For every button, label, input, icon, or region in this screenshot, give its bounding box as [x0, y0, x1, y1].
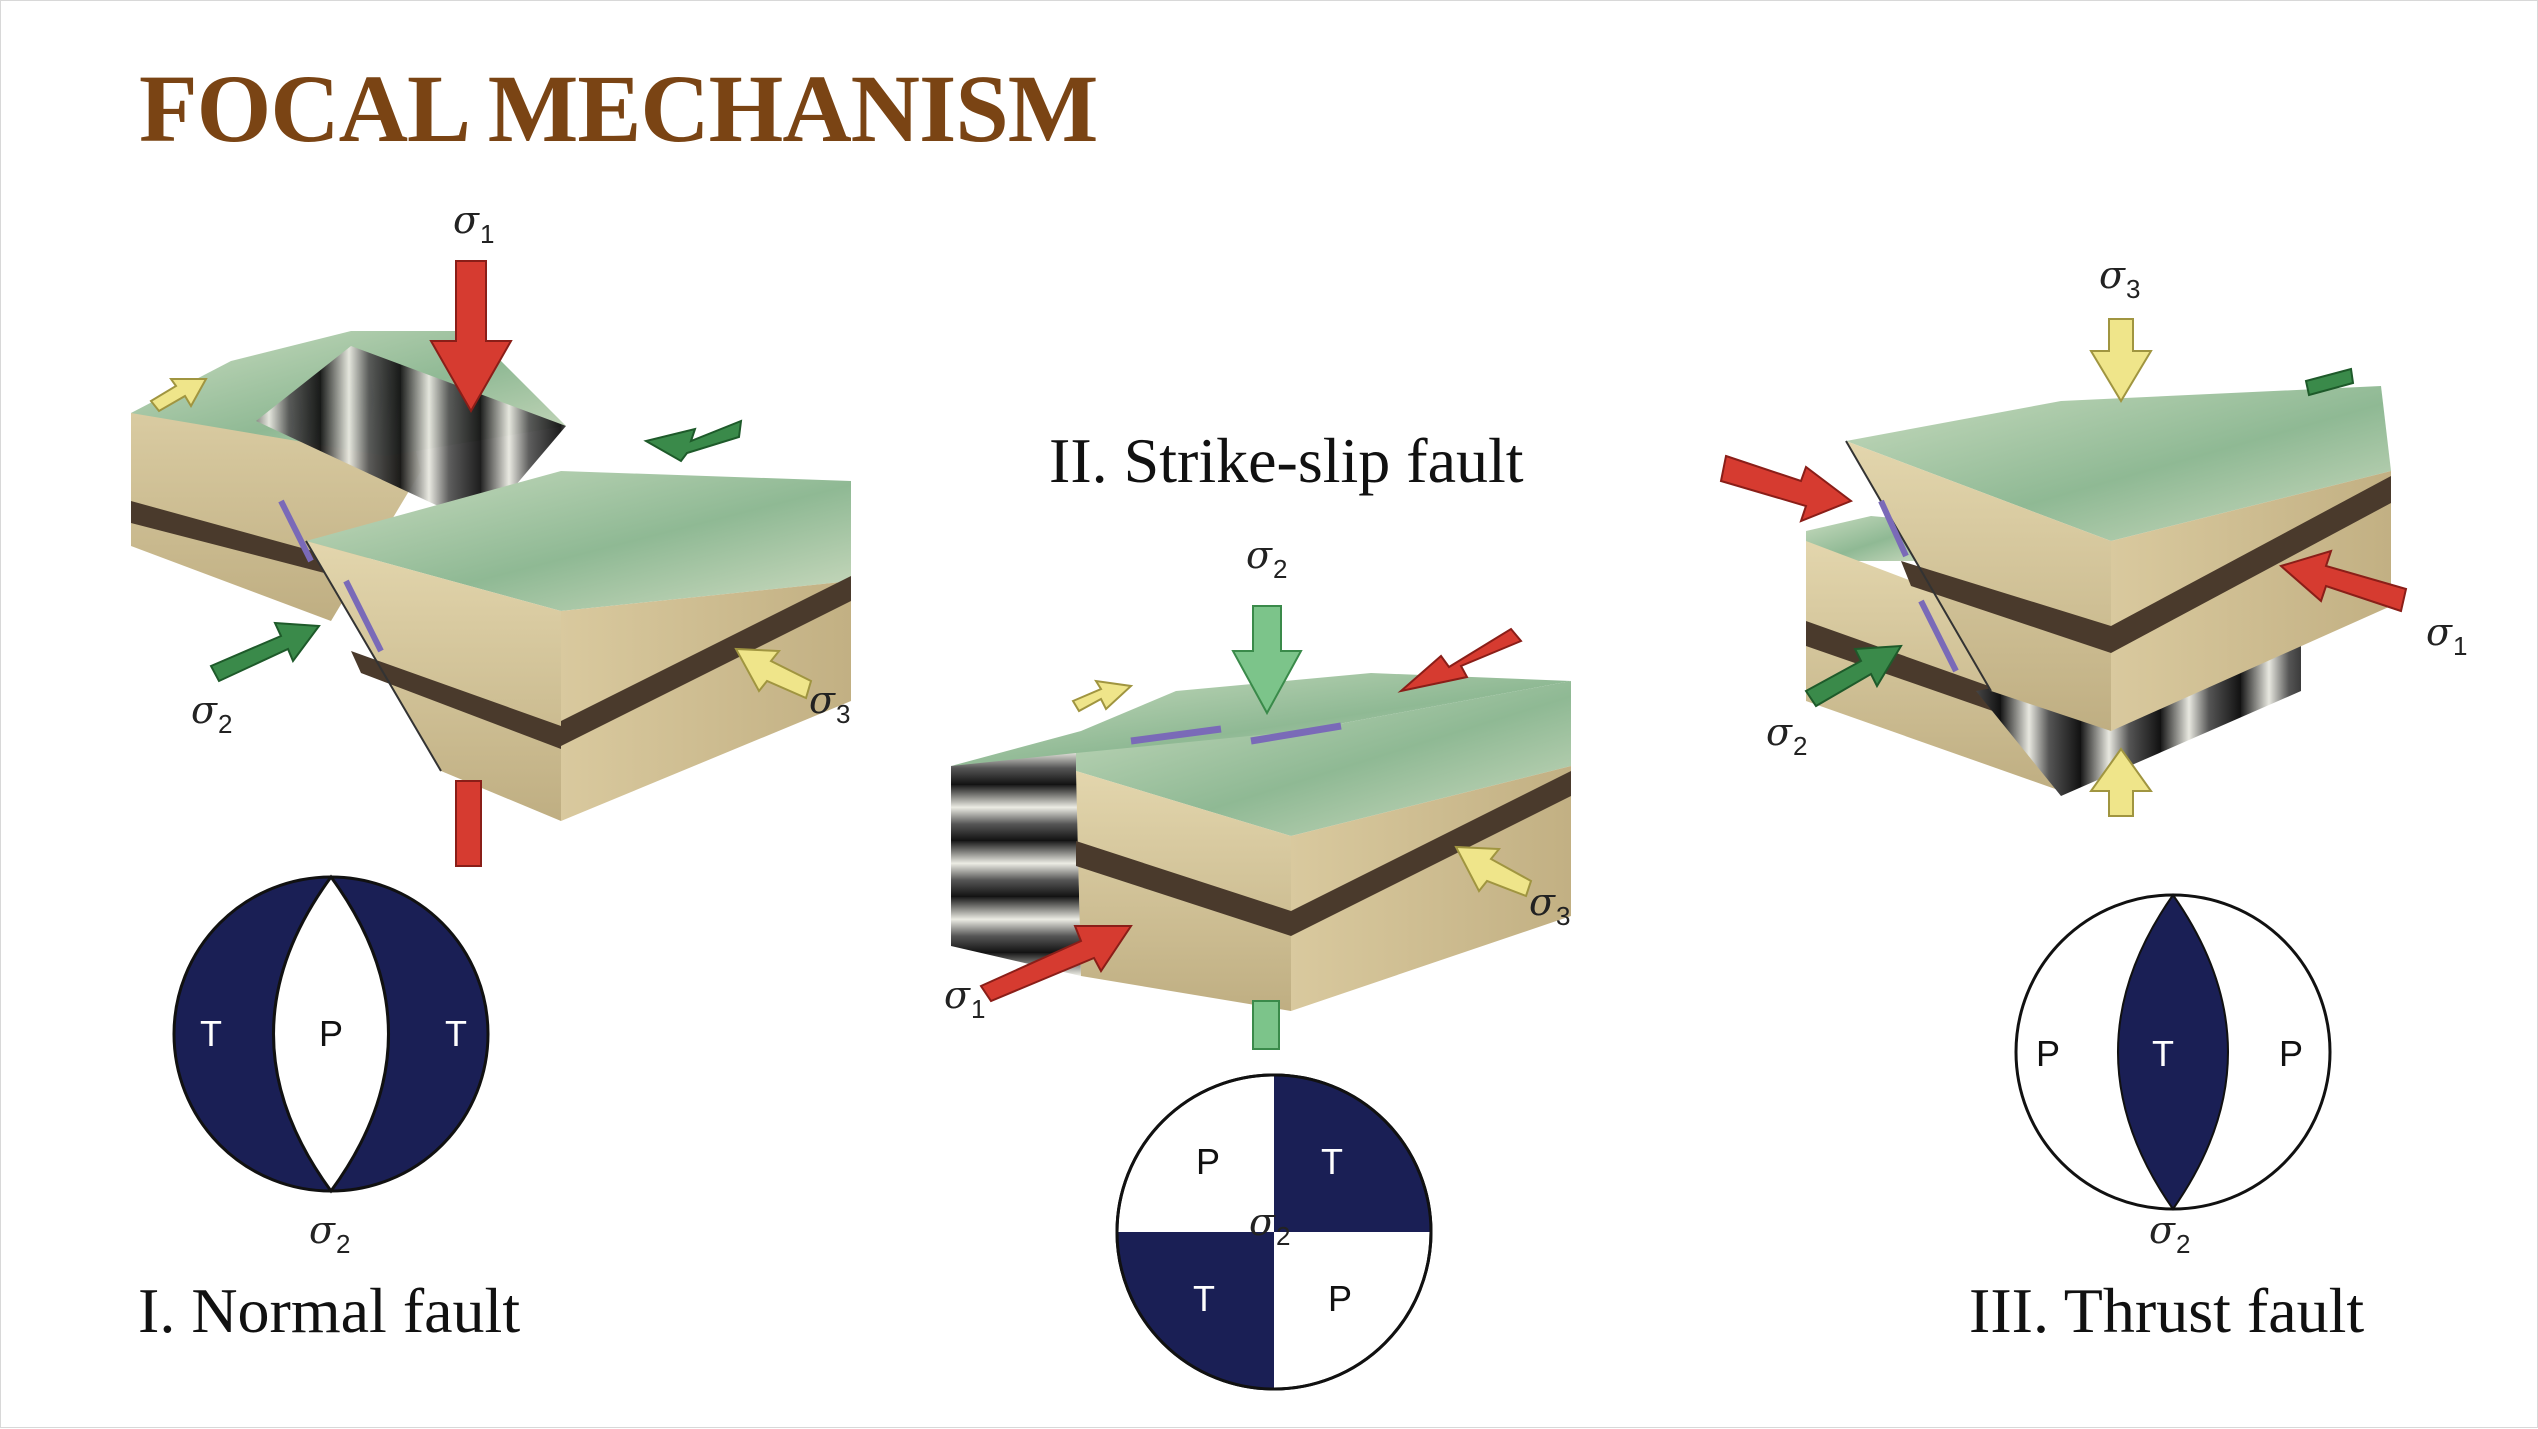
strikeslip-stripe-front — [1076, 841, 1291, 936]
strikeslip-sigma2-arrow-bottom — [1252, 1000, 1280, 1050]
strikeslip-sigma3-arrow-back — [1071, 679, 1134, 713]
thrust-sigma3-arrow-bottom — [2089, 747, 2153, 817]
normal-sigma3-arrow-back — [149, 378, 208, 413]
thrust-sigma2-arrow — [1804, 644, 1903, 708]
normal-beachball-right-label: T — [445, 1013, 467, 1054]
normal-footwall-stripe — [131, 501, 336, 576]
strikeslip-stripe-side — [1291, 771, 1571, 936]
normal-sigma2-label: σ2 — [191, 688, 233, 739]
normal-sigma2-arrow-back — [643, 419, 743, 463]
thrust-slip-arrow-down — [1918, 599, 1959, 673]
thrust-lower-front — [1806, 541, 2061, 791]
normal-sigma1-arrow-bottom — [455, 780, 482, 867]
normal-fault-label: I. Normal fault — [138, 1275, 521, 1346]
thrust-hangingwall-top — [1846, 386, 2391, 541]
strikeslip-beachball-br-label: P — [1327, 1278, 1353, 1319]
thrust-slip-arrow-up — [1878, 499, 1909, 558]
normal-beachball — [172, 874, 490, 1194]
thrust-sigma1-arrow-right — [2278, 549, 2408, 613]
strikeslip-beachball-tr-label: T — [1321, 1141, 1343, 1182]
normal-fault-block — [131, 260, 851, 867]
thrust-fault-block — [1719, 318, 2408, 817]
strikeslip-beachball-quadrant-ne — [1274, 1075, 1431, 1232]
normal-beachball-center-label: P — [318, 1013, 344, 1054]
strikeslip-sigma1-arrow-back — [1397, 627, 1523, 693]
normal-hangingwall-stripe-front — [351, 651, 561, 749]
thrust-beachball-center-label: T — [2152, 1033, 2174, 1074]
slide-title: FOCAL MECHANISM — [139, 55, 1098, 162]
thrust-sigma1-label: σ1 — [2426, 610, 2468, 661]
normal-sigma1-arrow — [429, 260, 513, 414]
normal-sigma3-arrow — [734, 647, 813, 700]
normal-fault-scarp — [256, 346, 566, 526]
strikeslip-beachball-tl-label: P — [1195, 1141, 1221, 1182]
normal-beachball-lens — [272, 874, 390, 1194]
strikeslip-beachball-bl-label: T — [1193, 1278, 1215, 1319]
thrust-beachball-sigma2-label: σ2 — [2149, 1208, 2191, 1259]
thrust-sigma3-label: σ3 — [2099, 253, 2141, 304]
normal-slip-arrow-up — [278, 499, 314, 563]
strikeslip-sigma2-label: σ2 — [1246, 533, 1288, 584]
strikeslip-sigma1-arrow — [979, 925, 1133, 1003]
normal-hangingwall-side — [561, 581, 851, 821]
thrust-beachball-lens — [2117, 893, 2229, 1211]
normal-sigma3-label: σ3 — [809, 678, 851, 729]
strikeslip-slip-arrow-left — [1130, 725, 1222, 745]
thrust-sigma2-label: σ2 — [1766, 710, 1808, 761]
thrust-hangingwall-stripe-side — [2111, 476, 2391, 653]
strikeslip-sigma3-label: σ3 — [1529, 880, 1571, 931]
strikeslip-sigma2-arrow — [1231, 605, 1303, 716]
normal-beachball-sigma2-label: σ2 — [309, 1208, 351, 1259]
strikeslip-beachball-sigma2-label: σ2 — [1249, 1200, 1291, 1251]
normal-fault-trace — [305, 540, 442, 772]
strikeslip-sigma1-label: σ1 — [944, 973, 986, 1024]
thrust-hangingwall-stripe-front — [1901, 561, 2111, 653]
thrust-sigma1-arrow — [1719, 454, 1854, 523]
thrust-fault-trace — [1845, 440, 1992, 692]
thrust-sigma3-arrow-top — [2089, 318, 2153, 403]
thrust-beachball-left-label: P — [2035, 1033, 2061, 1074]
normal-beachball-left-label: T — [200, 1013, 222, 1054]
strikeslip-top-front — [1076, 681, 1571, 836]
thrust-beachball-right-label: P — [2278, 1033, 2304, 1074]
strike-slip-fault-label: II. Strike-slip fault — [1049, 425, 1524, 496]
normal-hangingwall-stripe — [561, 576, 851, 746]
normal-hangingwall-top — [306, 471, 851, 611]
normal-sigma1-label: σ1 — [453, 198, 495, 249]
strikeslip-beachball-quadrant-sw — [1117, 1232, 1274, 1389]
strikeslip-sigma3-arrow — [1454, 845, 1533, 898]
strike-slip-block — [951, 605, 1571, 1050]
thrust-fault-label: III. Thrust fault — [1969, 1275, 2365, 1346]
strikeslip-slip-arrow-right — [1250, 722, 1342, 745]
thrust-sigma2-arrow-back — [2304, 367, 2355, 397]
strikeslip-beachball — [1115, 1073, 1433, 1391]
strikeslip-groove-face — [951, 753, 1081, 976]
strikeslip-top-back — [951, 673, 1571, 766]
thrust-lower-stripe — [1806, 621, 2036, 726]
normal-sigma2-arrow — [209, 621, 321, 683]
normal-slip-arrow-down — [343, 579, 384, 653]
thrust-beachball — [2014, 893, 2332, 1211]
